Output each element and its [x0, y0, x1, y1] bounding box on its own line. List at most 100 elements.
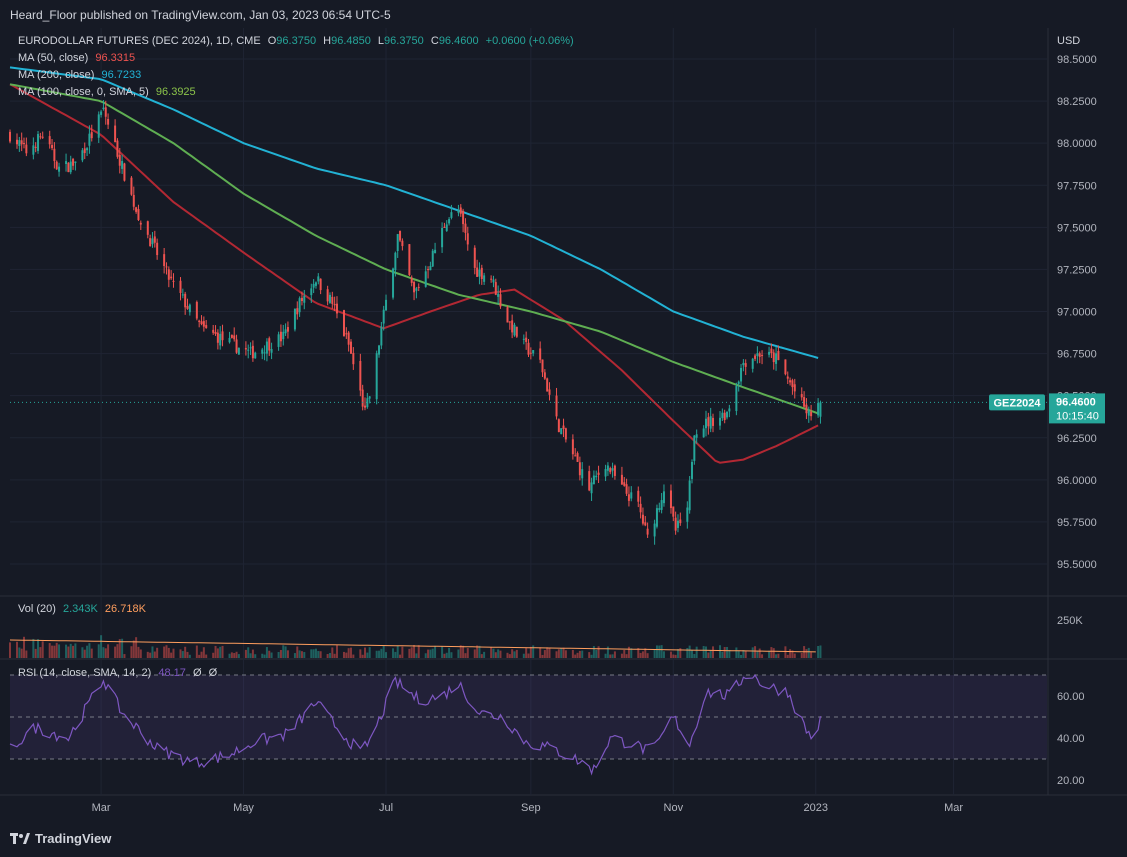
candle-body [368, 396, 371, 399]
volume-bar [786, 654, 789, 658]
volume-bar [364, 647, 367, 658]
candle-body [123, 163, 126, 181]
bar-countdown: 10:15:40 [1056, 410, 1099, 422]
candle-body [408, 244, 411, 276]
candle-body [286, 327, 289, 332]
volume-bar [758, 648, 761, 658]
volume-bar [396, 645, 399, 658]
candle-body [172, 280, 175, 282]
candle-body [772, 352, 775, 363]
candle-body [380, 326, 383, 346]
candle-body [737, 381, 740, 384]
volume-bar [181, 651, 184, 658]
volume-bar [23, 636, 26, 658]
candle-body [807, 410, 810, 416]
volume-bar [740, 654, 743, 658]
candle-body [230, 334, 233, 338]
candle-body [34, 146, 37, 148]
volume-bar [546, 647, 549, 658]
volume-bar [401, 646, 404, 658]
candle-body [728, 408, 731, 412]
volume-bar [751, 647, 754, 658]
volume-bar [282, 645, 285, 658]
volume-bar [20, 648, 23, 658]
candle-body [146, 221, 149, 235]
volume-bar [123, 654, 126, 658]
volume-bar [58, 644, 61, 658]
candle-body [326, 289, 329, 302]
candle-body [527, 342, 530, 355]
volume-label: Vol (20) [18, 603, 56, 615]
candle-body [625, 484, 628, 494]
volume-bar [55, 642, 58, 658]
candle-body [268, 338, 271, 351]
candle-body [611, 468, 614, 471]
volume-bar [244, 649, 247, 658]
ma100-legend[interactable]: MA (100, close, 0, SMA, 5) 96.3925 [18, 86, 200, 98]
candle-body [660, 500, 663, 510]
ma50-value: 96.3315 [95, 52, 136, 64]
volume-bar [744, 650, 747, 658]
candle-body [448, 219, 451, 224]
volume-bar [723, 647, 726, 658]
candle-body [244, 348, 247, 350]
volume-bar [335, 645, 338, 658]
volume-bar [459, 645, 462, 658]
volume-bar [637, 647, 640, 658]
tradingview-logo[interactable]: TradingView [10, 831, 111, 846]
candle-body [237, 347, 240, 355]
volume-bar [361, 654, 364, 658]
volume-bar [604, 653, 607, 658]
candle-body [637, 490, 640, 502]
volume-bar [525, 648, 528, 658]
candle-body [751, 358, 754, 369]
candle-body [314, 282, 317, 286]
time-tick-label: Nov [664, 802, 684, 814]
legend-symbol[interactable]: EURODOLLAR FUTURES (DEC 2024), 1D, CME [18, 35, 261, 47]
candle-body [546, 378, 549, 392]
rsi-legend[interactable]: RSI (14, close, SMA, 14, 2) 48.17 Ø Ø [18, 667, 221, 679]
candle-body [55, 161, 58, 170]
volume-bar [198, 654, 201, 658]
volume-bar [719, 645, 722, 658]
volume-bar [107, 644, 110, 658]
volume-bar [53, 645, 56, 658]
volume-ma-line [9, 639, 816, 653]
candle-body [768, 351, 771, 355]
candle-body [392, 268, 395, 298]
candle-body [784, 359, 787, 375]
brand-name: TradingView [35, 831, 112, 846]
candle-body [443, 226, 446, 228]
volume-bar [81, 647, 84, 658]
volume-bar [541, 654, 544, 658]
chart-area[interactable]: 98.5000 98.2500 98.0000 97.7500 97.5000 97.25… [0, 28, 1127, 825]
candle-body [606, 465, 609, 471]
candle-body [303, 295, 306, 303]
volume-bar [261, 653, 264, 658]
candle-body [744, 363, 747, 367]
ma50-legend[interactable]: MA (50, close) 96.3315 [18, 52, 139, 64]
volume-legend[interactable]: Vol (20) 2.343K 26.718K [18, 603, 150, 615]
volume-bar [230, 652, 233, 658]
volume-bar [214, 645, 217, 658]
candle-body [394, 252, 397, 271]
candle-body [265, 341, 268, 354]
candle-body [132, 194, 135, 207]
volume-bar [560, 648, 563, 658]
price-tick-label: 97.5000 [1057, 222, 1097, 234]
volume-bar [100, 635, 103, 658]
volume-bar [555, 651, 558, 658]
ma200-legend[interactable]: MA (200, close) 96.7233 [18, 69, 145, 81]
volume-bar [448, 647, 451, 658]
volume-bar [688, 645, 691, 658]
volume-bar [445, 652, 448, 658]
volume-bar [345, 652, 348, 658]
last-price-tag-bg [1049, 393, 1105, 424]
candle-body [342, 310, 345, 336]
volume-bar [251, 649, 254, 658]
candle-body [557, 419, 560, 433]
volume-bar [756, 650, 759, 658]
volume-bar [328, 652, 331, 658]
volume-bar [679, 648, 682, 658]
volume-bar [202, 647, 205, 658]
